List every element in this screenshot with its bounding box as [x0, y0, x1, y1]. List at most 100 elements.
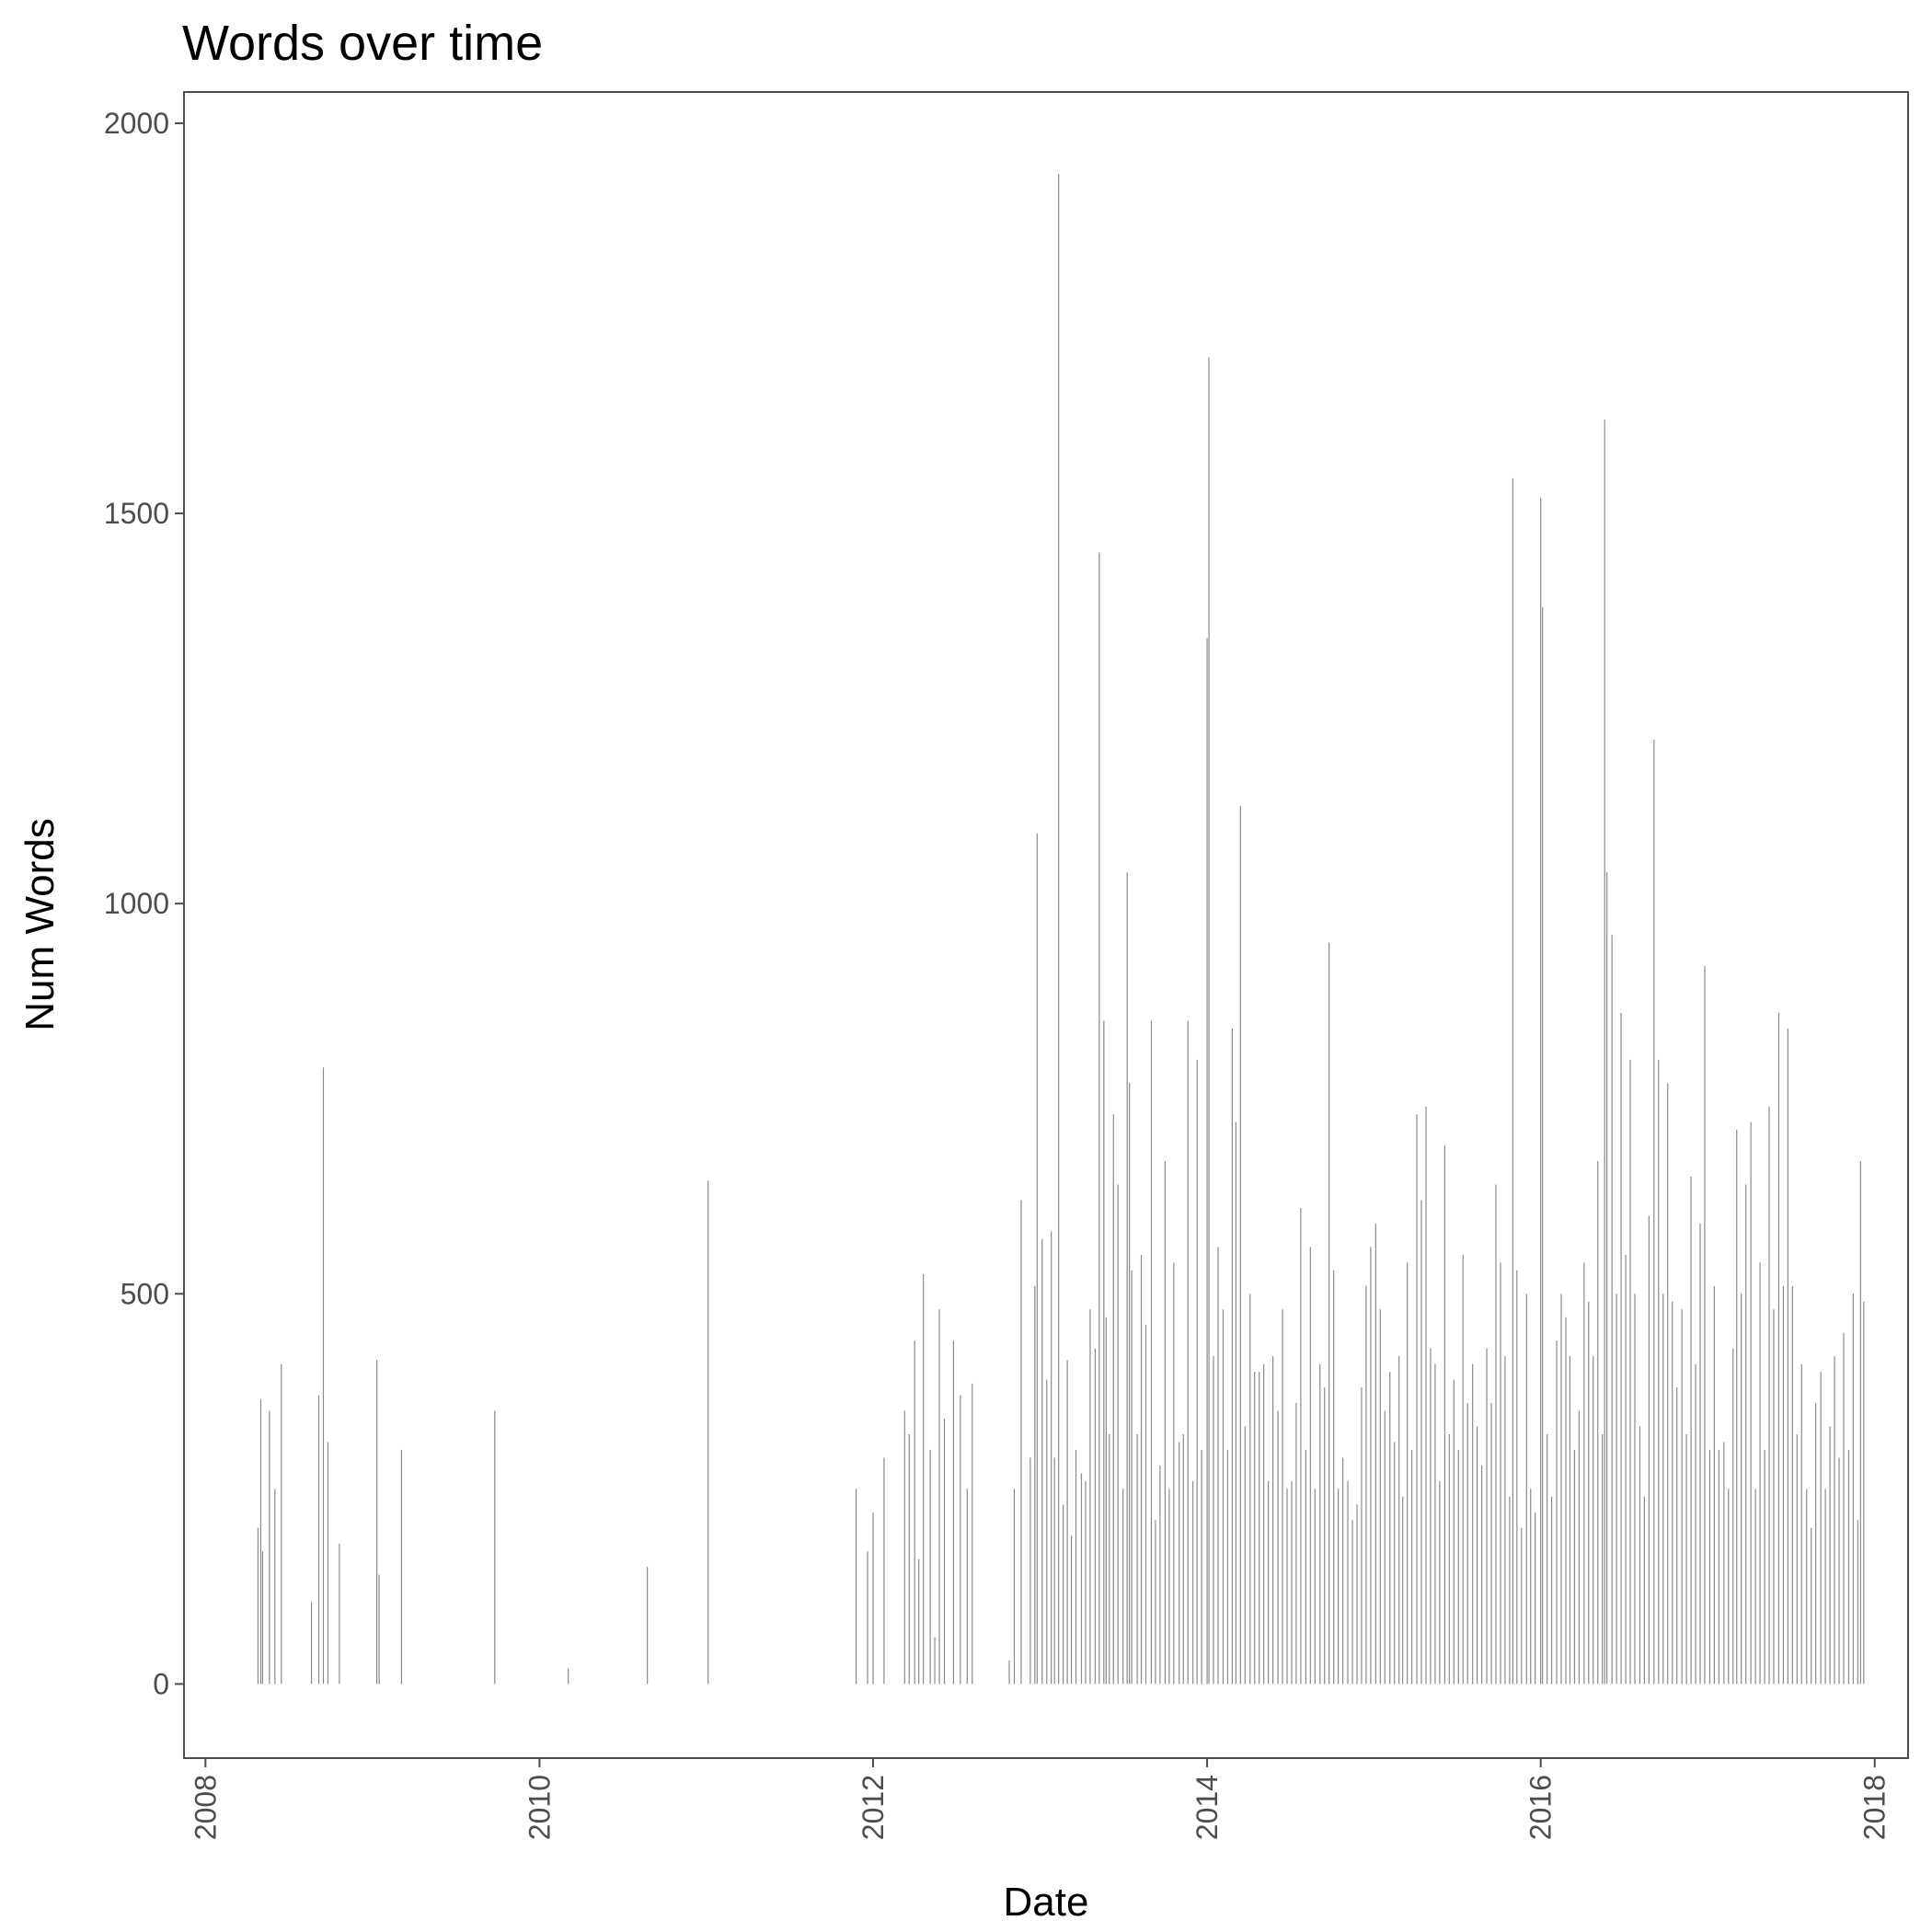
bar [1222, 1309, 1225, 1685]
bar [1699, 1223, 1701, 1685]
bar [1384, 1410, 1386, 1685]
bar [1863, 1301, 1865, 1685]
bar [1690, 1177, 1692, 1685]
bar [952, 1340, 955, 1685]
x-axis: 2008 2010 2012 2014 2016 2018 [189, 1758, 1892, 1840]
bar [1231, 1028, 1233, 1685]
bar [908, 1433, 910, 1685]
bar [1477, 1426, 1478, 1685]
bar [867, 1551, 868, 1685]
bar [1550, 1496, 1553, 1685]
bar [1254, 1372, 1256, 1685]
bar [1295, 1403, 1297, 1685]
bar [1328, 942, 1330, 1685]
bar [1430, 1348, 1432, 1685]
bar [1815, 1403, 1817, 1685]
y-axis: 0 500 1000 1500 2000 [104, 107, 184, 1700]
bar [1103, 1020, 1105, 1685]
bar [257, 1527, 259, 1685]
bar [1704, 966, 1706, 1685]
bar [1516, 1270, 1518, 1685]
bar [1126, 872, 1128, 1685]
bar [1616, 1294, 1617, 1685]
bar [1525, 1294, 1527, 1685]
bar [1824, 1489, 1826, 1685]
bar [1150, 1020, 1153, 1685]
bar [1759, 1262, 1761, 1685]
bar [1512, 477, 1513, 1685]
y-tick-label: 1500 [104, 497, 169, 530]
bar [1806, 1489, 1808, 1685]
bar [1560, 1294, 1562, 1685]
bar [1036, 833, 1038, 1685]
bar [1754, 1489, 1756, 1685]
bar [1629, 1059, 1631, 1685]
bar [1029, 1457, 1031, 1685]
bar [1407, 1262, 1409, 1685]
bar [1058, 174, 1060, 1685]
bar [1667, 1083, 1669, 1685]
bar [966, 1489, 968, 1685]
bar [1347, 1480, 1349, 1685]
bar [1286, 1489, 1288, 1685]
bar [1208, 357, 1210, 1685]
bar [1291, 1480, 1293, 1685]
bar [943, 1419, 946, 1685]
bar [1268, 1480, 1270, 1685]
bar [1196, 1059, 1198, 1685]
bar [1416, 1114, 1418, 1685]
bar [1041, 1238, 1043, 1685]
bar [1857, 1520, 1858, 1685]
bar [1051, 1231, 1052, 1685]
bar [1411, 1449, 1413, 1685]
bar [1509, 1496, 1511, 1685]
y-tick-label: 1000 [104, 887, 169, 920]
bar [1351, 1520, 1353, 1685]
bar [310, 1602, 313, 1685]
bar [1063, 1504, 1064, 1685]
bar [1272, 1356, 1274, 1685]
bar [1112, 1114, 1114, 1685]
bar [1085, 1480, 1087, 1685]
bar [1490, 1403, 1492, 1685]
x-tick-label: 2016 [1524, 1775, 1558, 1840]
bar [378, 1574, 380, 1685]
bar [1620, 1012, 1622, 1685]
bar [929, 1449, 931, 1685]
bar [1425, 1106, 1427, 1685]
bar [1443, 1145, 1445, 1685]
bar [1263, 1363, 1265, 1685]
bar [1356, 1504, 1358, 1685]
bar [1361, 1387, 1363, 1685]
bar [1226, 1449, 1229, 1685]
bar [1634, 1294, 1636, 1685]
bar [1847, 1449, 1850, 1685]
bar [1653, 740, 1655, 1685]
bar [1080, 1473, 1083, 1685]
bar [1300, 1207, 1302, 1685]
bar [1829, 1426, 1831, 1685]
bar [1370, 1247, 1372, 1685]
bar [1333, 1270, 1335, 1685]
bar [1658, 1059, 1660, 1685]
bar [647, 1567, 649, 1685]
bar [1402, 1496, 1404, 1685]
bar [1379, 1309, 1381, 1685]
bar [1625, 1254, 1627, 1685]
bar [1597, 1161, 1599, 1685]
bar [1034, 1285, 1036, 1685]
x-tick-label: 2008 [189, 1775, 222, 1840]
bar [1136, 1433, 1138, 1685]
bar [1681, 1309, 1683, 1685]
bar [1305, 1449, 1306, 1685]
bar [1643, 1496, 1646, 1685]
bar [1556, 1340, 1558, 1685]
bar [883, 1457, 885, 1685]
bar [1708, 1449, 1711, 1685]
bar [1173, 1262, 1175, 1685]
bar [1338, 1489, 1340, 1685]
bar [1472, 1363, 1474, 1685]
bar [1420, 1200, 1422, 1685]
bar [1611, 935, 1613, 1685]
